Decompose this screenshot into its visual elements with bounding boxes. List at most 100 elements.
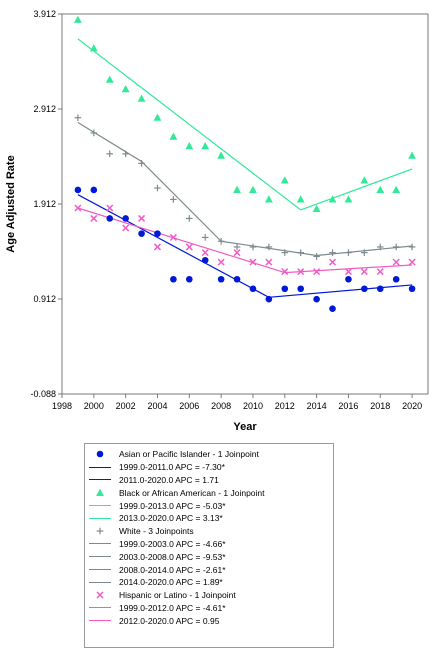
data-point-x [122,224,130,232]
data-point-triangle [233,185,241,193]
data-point-plus [345,249,352,256]
data-point-triangle [96,488,104,496]
data-point-circle [217,275,225,283]
data-point-plus [408,243,416,251]
legend-series-entry: Asian or Pacific Islander - 1 Joinpoint [89,448,329,461]
data-point-triangle [74,15,82,23]
data-point-triangle [328,195,337,203]
data-point-circle [233,275,241,283]
legend-label: Black or African American - 1 Joinpoint [119,487,265,498]
y-tick-label: 1.912 [33,199,56,209]
legend-line-icon [89,539,111,549]
y-tick-label: 3.912 [33,9,56,19]
data-point-circle [361,285,368,293]
data-point-triangle [201,142,210,150]
legend: Asian or Pacific Islander - 1 Joinpoint 1… [84,443,334,648]
data-point-x [408,258,416,266]
data-point-x [328,258,337,266]
fit-segment [300,168,413,211]
legend-segment-entry: 1999.0-2003.0 APC = -4.66* [89,538,329,551]
y-tick-label: -0.088 [30,389,56,399]
data-point-circle [106,215,114,222]
legend-line-icon [89,513,111,523]
legend-series-entry: Hispanic or Latino - 1 Joinpoint [89,589,329,602]
data-point-plus [154,184,161,192]
data-point-x [201,249,209,257]
legend-segment-entry: 2012.0-2020.0 APC = 0.95 [89,614,329,627]
data-point-triangle [217,151,226,159]
x-axis-title: Year [233,421,257,433]
plot-frame [61,13,429,395]
fit-segment [77,38,302,211]
legend-segment-entry: 2011.0-2020.0 APC = 1.71 [89,474,329,487]
legend-label: 2013.0-2020.0 APC = 3.13* [119,513,223,524]
legend-label: 2012.0-2020.0 APC = 0.95 [119,615,220,626]
legend-marker-icon [89,590,111,600]
legend-label: 1999.0-2003.0 APC = -4.66* [119,538,226,549]
data-point-x [138,214,146,222]
data-point-x [153,243,162,251]
data-point-plus [329,249,336,256]
fit-segment [268,284,413,298]
legend-marker-icon [89,449,111,459]
legend-label: 1999.0-2013.0 APC = -5.03* [119,500,226,511]
legend-line-icon [89,462,111,472]
data-point-x [360,268,368,276]
x-axis-ticks: 1998 2000 2002 2004 2006 2008 2010 2012 2014 2016… [52,394,422,411]
data-point-circle [249,285,257,293]
data-point-triangle [137,94,146,102]
data-point-plus [186,215,193,222]
data-point-circle [138,230,145,237]
data-point-triangle [296,195,305,203]
data-point-x [96,591,104,599]
data-point-triangle [344,195,353,203]
x-tick-label: 2010 [243,401,263,411]
data-point-circle [74,186,82,194]
legend-label: 1999.0-2011.0 APC = -7.30* [119,462,225,473]
data-point-circle [201,256,209,264]
x-tick-label: 2020 [402,401,422,411]
y-tick-label: 2.912 [33,104,56,114]
x-tick-label: 2016 [338,401,358,411]
legend-line-icon [89,475,111,485]
legend-segment-entry: 2014.0-2020.0 APC = 1.89* [89,576,329,589]
data-point-x [233,249,241,257]
data-point-circle [90,186,98,194]
legend-label: 2003.0-2008.0 APC = -9.53* [119,551,226,562]
data-point-x [74,204,82,212]
data-point-triangle [169,132,178,140]
legend-marker-icon [89,526,111,536]
x-tick-label: 2018 [370,401,390,411]
data-point-triangle [153,113,162,121]
legend-label: White - 3 Joinpoints [119,526,194,537]
data-point-triangle [360,176,369,184]
data-point-triangle [264,195,273,203]
legend-line-icon [89,577,111,587]
data-point-circle [329,305,336,312]
data-point-circle [154,230,161,237]
data-point-x [185,243,193,251]
legend-label: 2008.0-2014.0 APC = -2.61* [119,564,226,575]
x-tick-label: 2014 [307,401,327,411]
data-point-triangle [280,176,289,184]
data-point-plus [74,114,82,122]
data-point-plus [138,160,145,167]
data-point-circle [376,285,384,293]
legend-segment-entry: 2013.0-2020.0 APC = 3.13* [89,512,329,525]
fit-segment [284,264,413,274]
data-point-plus [297,249,304,256]
data-point-x [313,268,321,276]
data-point-plus [376,243,384,251]
data-point-x [392,258,400,266]
y-axis-title: Age Adjusted Rate [5,155,17,252]
data-point-triangle [376,185,385,193]
legend-series-entry: White - 3 Joinpoints [89,525,329,538]
data-point-plus [170,196,177,203]
data-point-triangle [312,204,321,212]
data-point-x [265,258,273,266]
data-point-x [344,268,352,276]
fit-lines [77,38,413,298]
data-point-x [249,258,257,266]
data-point-plus [201,234,209,241]
data-point-circle [345,275,352,283]
